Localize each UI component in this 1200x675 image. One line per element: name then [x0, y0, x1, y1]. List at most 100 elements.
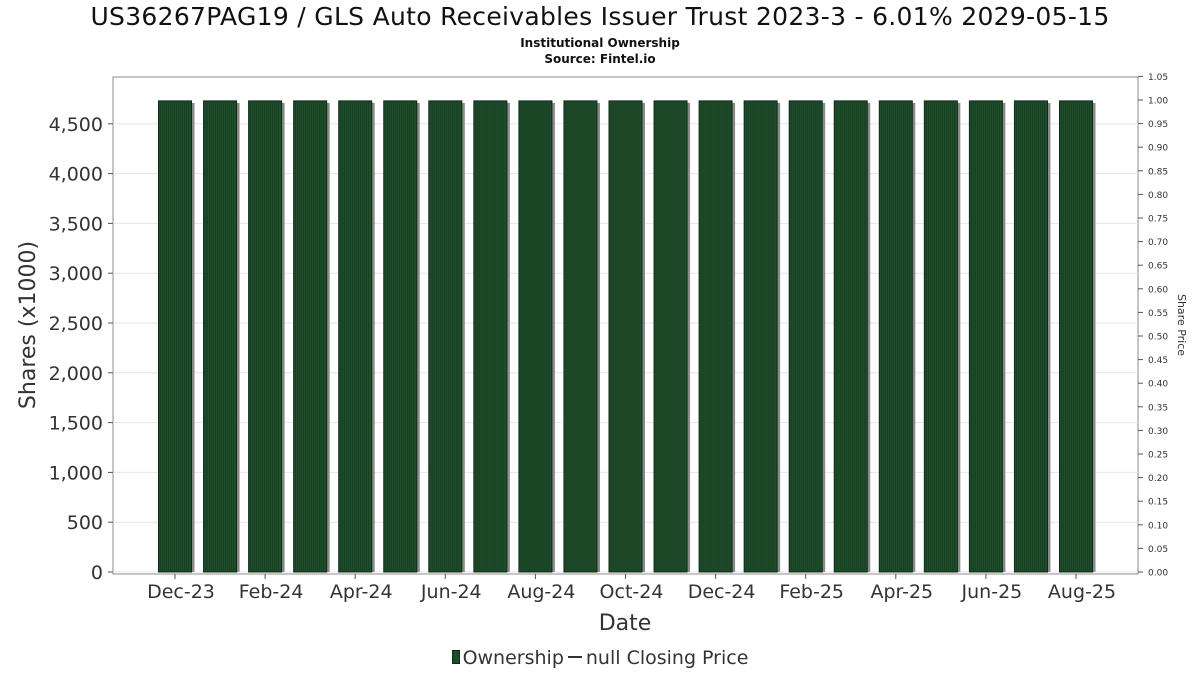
x-tick-label: Jun-24: [420, 581, 482, 603]
bar-Aug-25: [1059, 100, 1096, 573]
y2-tick-label: 0.30: [1148, 427, 1168, 437]
bar-Jun-25: [968, 100, 1006, 573]
y-tick-label: 0: [91, 562, 103, 584]
bar: [563, 100, 598, 573]
bar: [608, 100, 643, 573]
bar-May-25: [923, 100, 961, 573]
bar-Jul-25: [1013, 100, 1051, 573]
y-tick-label: 4,500: [49, 114, 103, 136]
ownership-legend-swatch: [451, 650, 460, 664]
y2-tick-label: 0.50: [1148, 333, 1168, 343]
bar: [833, 100, 868, 573]
y-tick-label: 500: [67, 512, 103, 534]
y2-tick-label: 0.95: [1148, 120, 1168, 130]
x-tick-label: Apr-24: [330, 581, 393, 603]
y2-tick-label: 0.05: [1148, 545, 1168, 555]
bar-Apr-25: [878, 100, 916, 573]
y2-tick-label: 0.55: [1148, 309, 1168, 319]
bar: [698, 100, 733, 573]
y2-tick-label: 1.00: [1148, 97, 1168, 107]
bar-Dec-24: [698, 100, 736, 573]
bar-Jul-24: [473, 100, 510, 573]
bar: [248, 100, 283, 573]
x-tick-label: Feb-24: [239, 581, 304, 603]
x-tick-label: Apr-25: [870, 581, 933, 603]
y2-tick-label: 0.20: [1148, 474, 1168, 484]
x-axis-ticks: Dec-23 Feb-24 Apr-24 Jun-24 Aug-24 Oct-24 Dec-…: [147, 574, 1116, 603]
y-tick-label: 1,000: [49, 462, 103, 484]
y2-tick-label: 0.60: [1148, 285, 1168, 295]
x-tick-label: Oct-24: [600, 581, 664, 603]
y2-tick-label: 0.15: [1148, 498, 1168, 508]
bar: [293, 100, 328, 573]
bar-group: [158, 100, 1096, 573]
bar: [653, 100, 688, 573]
bar-Aug-24: [518, 100, 555, 573]
y-tick-label: 3,000: [49, 263, 103, 285]
bar-May-24: [383, 100, 420, 573]
bar: [1013, 100, 1048, 573]
y-axis-ticks: 0 500 1,000 1,500 2,000 2,500 3,000 3,500 4,000 4…: [49, 114, 113, 584]
y2-tick-label: 0.90: [1148, 144, 1168, 154]
bar-Dec-23: [158, 100, 195, 573]
bar-Sep-24: [563, 100, 600, 573]
bar-Nov-24: [653, 100, 691, 573]
bar: [788, 100, 823, 573]
y2-tick-label: 0.75: [1148, 215, 1168, 225]
bar-Jan-24: [203, 100, 240, 573]
legend: Ownership null Closing Price: [0, 647, 1200, 669]
x-tick-label: Dec-23: [147, 581, 215, 603]
bar: [743, 100, 778, 573]
y-axis-label: Shares (x1000): [16, 241, 41, 409]
y-tick-label: 2,000: [49, 363, 103, 385]
y2-tick-label: 0.35: [1148, 403, 1168, 413]
bar-Jun-24: [428, 100, 465, 573]
y-tick-label: 4,000: [49, 164, 103, 186]
x-tick-label: Jun-25: [961, 581, 1023, 603]
bar: [968, 100, 1003, 573]
chart-title: US36267PAG19 / GLS Auto Receivables Issu…: [90, 2, 1110, 31]
x-tick-label: Aug-24: [507, 581, 575, 603]
bar-Oct-24: [608, 100, 645, 573]
y2-tick-label: 0.10: [1148, 521, 1168, 531]
x-tick-label: Dec-24: [688, 581, 756, 603]
y2-axis-label: Share Price: [1175, 294, 1188, 356]
bar: [203, 100, 238, 573]
bar: [158, 100, 192, 573]
x-tick-label: Aug-25: [1048, 581, 1116, 603]
closing-price-legend-swatch: [567, 656, 582, 658]
bar: [878, 100, 913, 573]
bar: [518, 100, 553, 573]
bar: [428, 100, 463, 573]
bar: [383, 100, 418, 573]
bar-Jan-25: [743, 100, 781, 573]
y2-tick-label: 0.25: [1148, 451, 1168, 461]
bar-Feb-24: [248, 100, 285, 573]
bar: [1059, 100, 1093, 573]
bar-Apr-24: [338, 100, 375, 573]
y2-tick-label: 0.80: [1148, 191, 1168, 201]
y2-axis-ticks: 0.00 0.05 0.10 0.15 0.20 0.25 0.30 0.35 0.40 0.45…: [1138, 73, 1168, 579]
x-axis-label: Date: [599, 611, 652, 636]
bar: [473, 100, 508, 573]
bar: [923, 100, 958, 573]
y2-tick-label: 0.40: [1148, 380, 1168, 390]
chart-source: Source: Fintel.io: [544, 52, 656, 66]
legend-ownership-label: Ownership: [462, 647, 564, 669]
y2-tick-label: 1.05: [1148, 73, 1168, 83]
bar-Mar-24: [293, 100, 330, 573]
y-tick-label: 3,500: [49, 213, 103, 235]
bar-Feb-25: [788, 100, 826, 573]
y-tick-label: 1,500: [49, 413, 103, 435]
legend-closing-price-label: null Closing Price: [585, 647, 749, 669]
bar: [338, 100, 373, 573]
y-tick-label: 2,500: [49, 313, 103, 335]
y2-tick-label: 0.65: [1148, 262, 1168, 272]
y2-tick-label: 0.70: [1148, 238, 1168, 248]
x-tick-label: Feb-25: [779, 581, 844, 603]
y2-tick-label: 0.00: [1148, 569, 1168, 579]
chart-subtitle: Institutional Ownership: [520, 36, 680, 50]
bar-Mar-25: [833, 100, 871, 573]
y2-tick-label: 0.45: [1148, 356, 1168, 366]
